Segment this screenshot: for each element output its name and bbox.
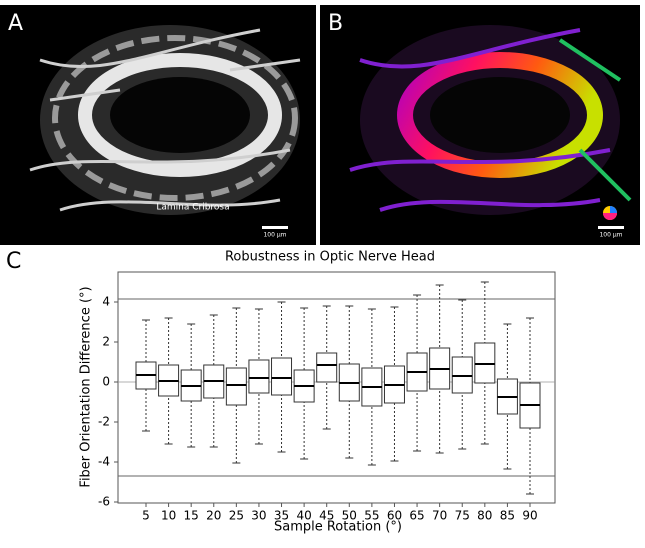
box <box>248 359 270 394</box>
x-tick-label: 20 <box>206 509 221 523</box>
panel-b-image <box>320 5 640 245</box>
x-tick-label: 70 <box>432 509 447 523</box>
panel-label: B <box>328 11 343 36</box>
y-tick-label: -6 <box>98 495 110 509</box>
panel-a-image <box>0 5 316 245</box>
x-tick-label: 55 <box>364 509 379 523</box>
x-tick-label: 50 <box>342 509 357 523</box>
x-tick-label: 25 <box>229 509 244 523</box>
y-tick-label: -4 <box>98 455 110 469</box>
box <box>316 352 338 383</box>
chart-title: Robustness in Optic Nerve Head <box>225 250 435 265</box>
x-tick-label: 5 <box>142 509 150 523</box>
x-tick-label: 30 <box>251 509 266 523</box>
y-tick-label: 2 <box>102 335 110 349</box>
x-axis-label: Sample Rotation (°) <box>274 520 402 535</box>
y-tick-label: 0 <box>102 375 110 389</box>
x-tick-label: 15 <box>184 509 199 523</box>
x-tick-label: 65 <box>409 509 424 523</box>
panel-label: C <box>6 249 21 274</box>
x-tick-label: 75 <box>455 509 470 523</box>
scale-bar-label: 100 µm <box>599 232 622 239</box>
plot-frame <box>117 271 556 504</box>
x-tick-label: 90 <box>522 509 537 523</box>
x-tick-label: 80 <box>477 509 492 523</box>
scale-bar-label: 100 µm <box>263 232 286 239</box>
panel-label: A <box>8 11 23 36</box>
box <box>225 367 247 406</box>
x-tick-label: 85 <box>500 509 515 523</box>
box <box>271 357 293 396</box>
y-tick-label: -2 <box>98 415 110 429</box>
x-tick-label: 35 <box>274 509 289 523</box>
y-tick-label: 4 <box>102 295 110 309</box>
x-tick-label: 45 <box>319 509 334 523</box>
x-tick-label: 10 <box>161 509 176 523</box>
x-tick-label: 60 <box>387 509 402 523</box>
x-tick-label: 40 <box>296 509 311 523</box>
annotation: Lamina Cribrosa <box>156 203 229 213</box>
y-axis-label: Fiber Orientation Difference (°) <box>79 286 94 487</box>
